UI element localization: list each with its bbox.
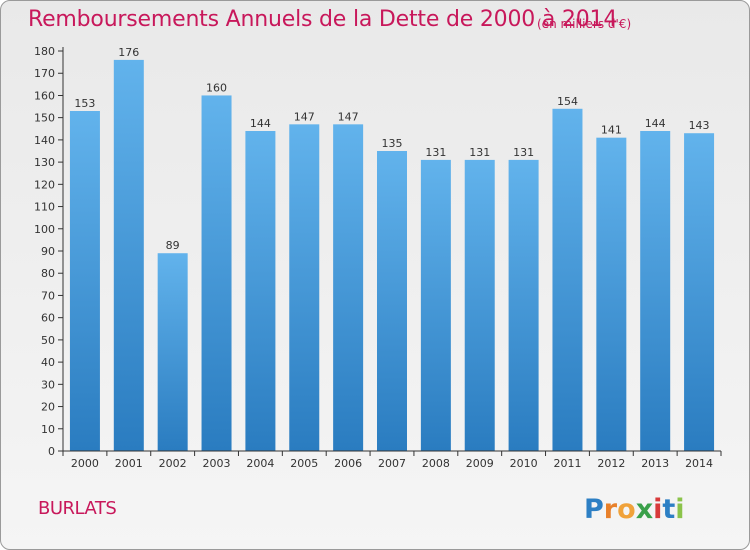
value-label-2000: 153 bbox=[74, 97, 95, 110]
x-tick-label-2010: 2010 bbox=[510, 457, 538, 470]
svg-text:Proxiti: Proxiti bbox=[584, 494, 685, 525]
chart-title: Remboursements Annuels de la Dette de 20… bbox=[28, 7, 618, 32]
x-tick-label-2002: 2002 bbox=[159, 457, 187, 470]
y-tick-label: 120 bbox=[34, 178, 55, 191]
x-tick-label-2001: 2001 bbox=[115, 457, 143, 470]
bar-2011 bbox=[552, 108, 583, 452]
x-tick-label-2000: 2000 bbox=[71, 457, 99, 470]
bar-2009 bbox=[464, 159, 495, 451]
y-tick-label: 180 bbox=[34, 45, 55, 58]
bar-2010 bbox=[508, 159, 539, 451]
value-label-2001: 176 bbox=[118, 46, 139, 59]
bar-2003 bbox=[201, 95, 232, 451]
y-tick-label: 140 bbox=[34, 134, 55, 147]
bar-2001 bbox=[113, 59, 144, 452]
y-tick-label: 150 bbox=[34, 112, 55, 125]
y-tick-label: 40 bbox=[41, 356, 55, 369]
y-tick-label: 10 bbox=[41, 423, 55, 436]
bar-2006 bbox=[333, 124, 364, 451]
x-tick-label-2012: 2012 bbox=[597, 457, 625, 470]
value-label-2008: 131 bbox=[425, 146, 446, 159]
bar-2008 bbox=[420, 159, 451, 451]
value-label-2006: 147 bbox=[338, 110, 359, 123]
y-tick-label: 100 bbox=[34, 223, 55, 236]
x-tick-label-2004: 2004 bbox=[246, 457, 274, 470]
y-tick-label: 90 bbox=[41, 245, 55, 258]
bar-2007 bbox=[377, 151, 407, 451]
bar-2005 bbox=[289, 124, 320, 451]
y-tick-label: 70 bbox=[41, 289, 55, 302]
commune-name: BURLATS bbox=[38, 498, 117, 519]
y-tick-label: 130 bbox=[34, 156, 55, 169]
chart-unit: (en milliers d'€) bbox=[537, 17, 632, 31]
value-label-2014: 143 bbox=[689, 119, 710, 132]
y-tick-label: 30 bbox=[41, 378, 55, 391]
value-label-2002: 89 bbox=[166, 239, 180, 252]
bar-2012 bbox=[596, 137, 627, 451]
y-tick-label: 50 bbox=[41, 334, 55, 347]
y-tick-label: 0 bbox=[48, 445, 55, 458]
x-tick-label-2013: 2013 bbox=[641, 457, 669, 470]
bar-2013 bbox=[640, 131, 671, 451]
x-tick-label-2006: 2006 bbox=[334, 457, 362, 470]
proxiti-logo: Proxiti bbox=[584, 491, 694, 525]
value-label-2012: 141 bbox=[601, 124, 622, 137]
value-label-2004: 144 bbox=[250, 117, 271, 130]
value-label-2009: 131 bbox=[469, 146, 490, 159]
y-tick-label: 20 bbox=[41, 401, 55, 414]
y-tick-label: 170 bbox=[34, 67, 55, 80]
bar-2014 bbox=[684, 133, 715, 451]
value-label-2007: 135 bbox=[382, 137, 403, 150]
y-tick-label: 160 bbox=[34, 89, 55, 102]
x-tick-label-2011: 2011 bbox=[553, 457, 581, 470]
x-tick-label-2003: 2003 bbox=[203, 457, 231, 470]
x-tick-label-2014: 2014 bbox=[685, 457, 713, 470]
value-label-2005: 147 bbox=[294, 110, 315, 123]
x-tick-label-2008: 2008 bbox=[422, 457, 450, 470]
y-tick-label: 110 bbox=[34, 201, 55, 214]
bar-2004 bbox=[245, 131, 276, 451]
value-label-2013: 144 bbox=[645, 117, 666, 130]
x-tick-label-2005: 2005 bbox=[290, 457, 318, 470]
value-label-2010: 131 bbox=[513, 146, 534, 159]
bar-2002 bbox=[157, 253, 188, 451]
value-label-2011: 154 bbox=[557, 95, 578, 108]
value-label-2003: 160 bbox=[206, 81, 227, 94]
x-tick-label-2007: 2007 bbox=[378, 457, 406, 470]
x-tick-label-2009: 2009 bbox=[466, 457, 494, 470]
bar-2000 bbox=[69, 111, 100, 451]
y-tick-label: 80 bbox=[41, 267, 55, 280]
y-tick-label: 60 bbox=[41, 312, 55, 325]
